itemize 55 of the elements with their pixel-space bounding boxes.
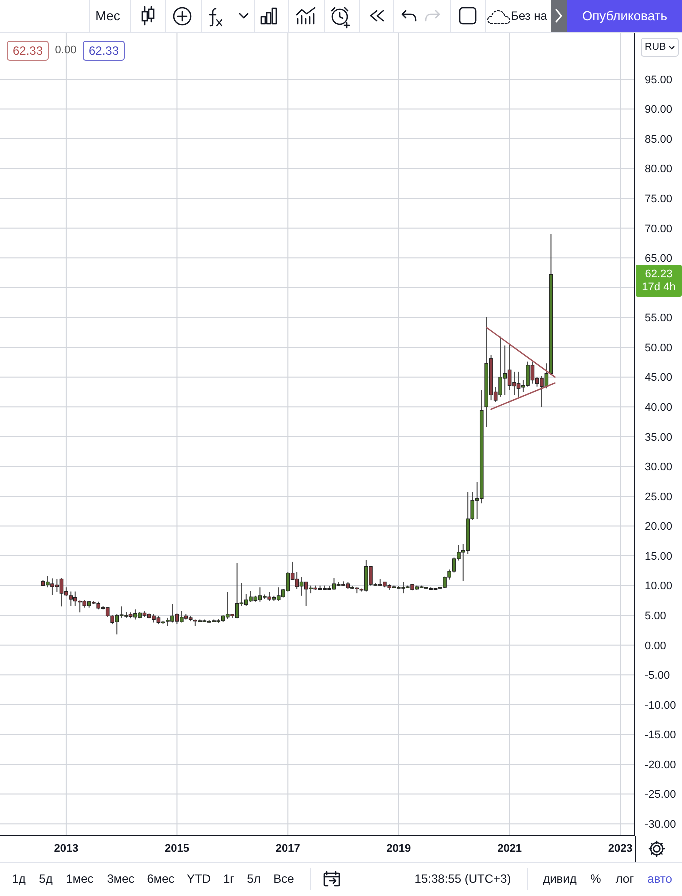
y-tick-label: 50.00	[645, 342, 673, 354]
y-tick-label: 75.00	[645, 194, 673, 206]
annotation: 0.00	[55, 44, 77, 56]
y-tick-label: 85.00	[645, 134, 673, 146]
x-tick-label: 2023	[608, 842, 633, 855]
y-tick-label: -5.00	[645, 670, 670, 682]
text: 5д	[39, 872, 53, 886]
text: Все	[274, 872, 294, 886]
text: %	[590, 872, 602, 886]
x-tick-label: 2013	[54, 842, 79, 855]
text: 15:38:55 (UTC+3)	[414, 872, 512, 886]
y-tick-label: 5.00	[645, 610, 666, 622]
text: 1мес	[66, 872, 94, 886]
text: 5л	[247, 872, 261, 886]
text: YTD	[187, 872, 211, 886]
candlestick	[69, 591, 74, 607]
y-tick-label: 80.00	[645, 164, 673, 176]
y-tick-label: 45.00	[645, 372, 673, 384]
y-tick-label: 65.00	[645, 253, 673, 266]
text: авто	[648, 872, 672, 886]
text: Без на	[511, 9, 548, 23]
x-tick-label: 2019	[386, 842, 412, 855]
y-tick-label: 40.00	[645, 402, 673, 414]
y-tick-label: 30.00	[645, 462, 673, 474]
text: дивид	[543, 872, 577, 886]
text: лог	[616, 872, 634, 886]
text: 62.23	[645, 268, 673, 280]
y-tick-label: 10.00	[645, 580, 673, 593]
y-tick-label: 20.00	[645, 521, 673, 534]
y-tick-label: 25.00	[645, 491, 673, 504]
text: Опубликовать	[582, 8, 668, 24]
y-tick-label: -20.00	[645, 759, 676, 772]
y-tick-label: -10.00	[645, 700, 676, 712]
y-tick-label: 35.00	[645, 432, 673, 444]
y-tick-label: -25.00	[645, 789, 676, 802]
text: RUB	[645, 42, 666, 54]
y-tick-label: 70.00	[645, 223, 673, 236]
text: 1д	[12, 872, 26, 886]
y-tick-label: 15.00	[645, 550, 673, 563]
y-tick-label: 90.00	[645, 104, 673, 116]
annotation: 62.33	[83, 41, 126, 61]
text: 3мес	[107, 872, 135, 886]
text: Мес	[96, 8, 120, 24]
x-tick-label: 2017	[276, 842, 300, 855]
x-tick-label: 2021	[498, 842, 522, 855]
annotation: 62.33	[7, 41, 50, 61]
y-tick-label: 95.00	[645, 74, 673, 86]
y-tick-label: -30.00	[645, 818, 676, 831]
y-tick-label: 55.00	[645, 312, 673, 325]
text: 1г	[223, 872, 235, 886]
text: 6мес	[147, 872, 175, 886]
y-tick-label: -15.00	[645, 730, 676, 742]
text: 17d 4h	[642, 281, 676, 294]
x-tick-label: 2015	[164, 842, 190, 855]
y-tick-label: 0.00	[645, 640, 666, 652]
